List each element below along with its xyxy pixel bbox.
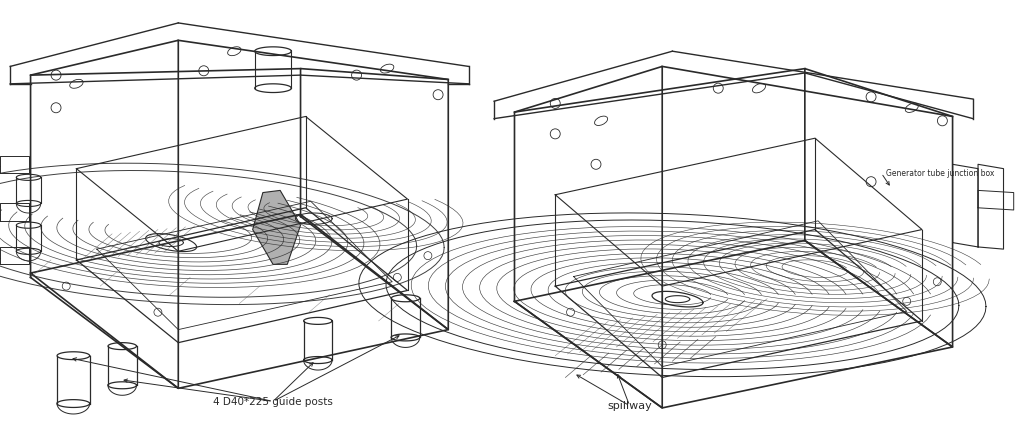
Text: 4 D40*225 guide posts: 4 D40*225 guide posts: [213, 396, 333, 406]
Polygon shape: [253, 191, 300, 265]
Text: Generator tube junction box: Generator tube junction box: [887, 169, 994, 178]
Text: spillway: spillway: [607, 400, 652, 410]
